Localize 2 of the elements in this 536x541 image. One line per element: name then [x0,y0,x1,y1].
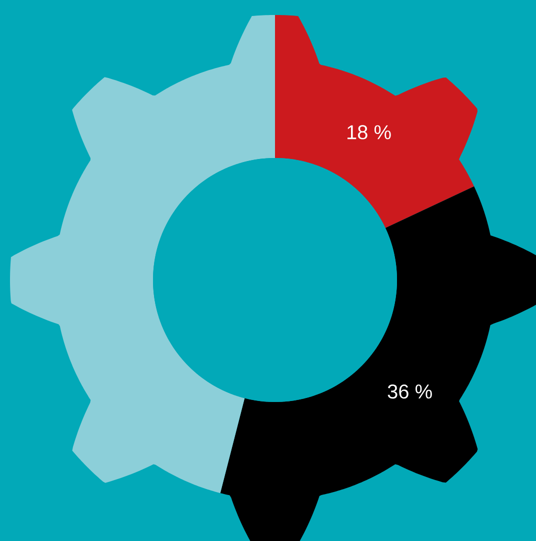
data-label: 18 % [348,125,391,140]
data-label: 36 % [388,384,432,399]
